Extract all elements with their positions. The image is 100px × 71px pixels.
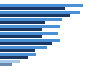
Bar: [0, 46, 47, 49]
Bar: [0, 56, 28, 59]
Bar: [0, 25, 60, 28]
Bar: [0, 60, 20, 63]
Bar: [0, 42, 52, 45]
Bar: [0, 35, 42, 38]
Bar: [0, 63, 12, 66]
Bar: [0, 14, 70, 17]
Bar: [0, 21, 45, 24]
Bar: [0, 7, 65, 10]
Bar: [0, 53, 36, 56]
Bar: [0, 32, 58, 35]
Bar: [0, 39, 60, 42]
Bar: [0, 28, 42, 31]
Bar: [0, 11, 80, 14]
Bar: [0, 49, 35, 52]
Bar: [0, 4, 83, 7]
Bar: [0, 18, 62, 21]
